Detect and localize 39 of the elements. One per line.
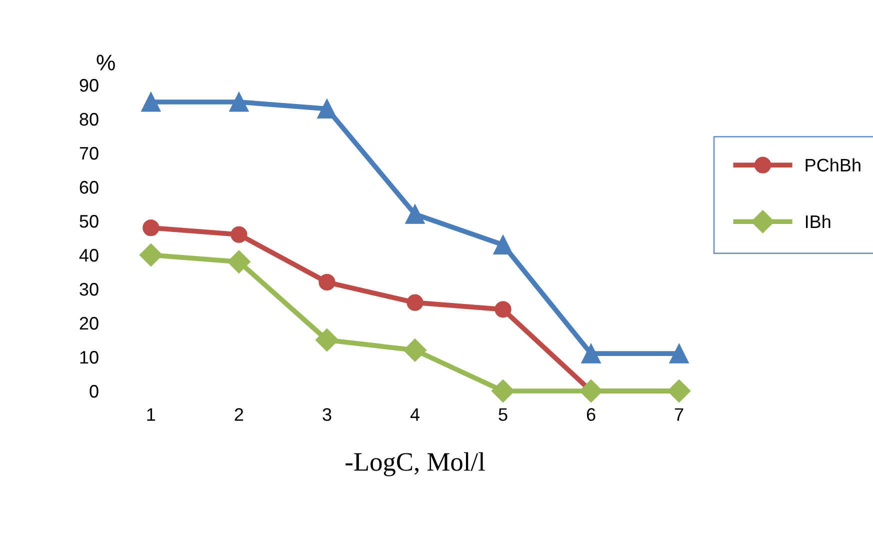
x-tick-label: 4 <box>410 408 420 421</box>
point <box>669 344 689 364</box>
point <box>139 244 162 266</box>
x-tick-label: 3 <box>322 408 332 421</box>
y-tick-label: 50 <box>80 214 98 228</box>
point <box>230 226 248 243</box>
y-axis-title: % <box>96 54 115 70</box>
x-tick-label: 1 <box>147 408 156 421</box>
point <box>404 338 426 362</box>
y-tick-label: 0 <box>90 384 98 398</box>
point <box>227 250 250 274</box>
point <box>142 219 160 236</box>
x-tick-label: 2 <box>234 408 244 421</box>
y-tick-label: 60 <box>80 180 98 194</box>
point <box>406 294 424 311</box>
y-tick-label: 10 <box>80 350 98 364</box>
point <box>668 380 691 402</box>
y-tick-label: 30 <box>80 282 98 296</box>
point <box>317 99 337 119</box>
point <box>581 344 601 364</box>
point <box>318 274 336 291</box>
point <box>141 92 161 112</box>
x-axis-title: -LogC, Mol/l <box>346 452 485 476</box>
point <box>229 92 249 112</box>
y-tick-label: 70 <box>80 146 98 160</box>
point <box>494 301 512 318</box>
y-tick-label: 80 <box>80 112 98 126</box>
x-tick-label: 5 <box>498 408 508 421</box>
point <box>493 235 513 255</box>
y-tick-label: 90 <box>80 78 98 92</box>
point <box>315 328 338 352</box>
legend-label: PChBh <box>806 158 860 172</box>
x-tick-label: 6 <box>586 408 596 421</box>
point <box>405 204 425 224</box>
legend-label: IBh <box>806 214 830 228</box>
y-tick-label: 40 <box>79 248 98 262</box>
x-tick-label: 7 <box>674 408 684 421</box>
point <box>492 380 515 402</box>
y-tick-label: 20 <box>80 316 98 330</box>
